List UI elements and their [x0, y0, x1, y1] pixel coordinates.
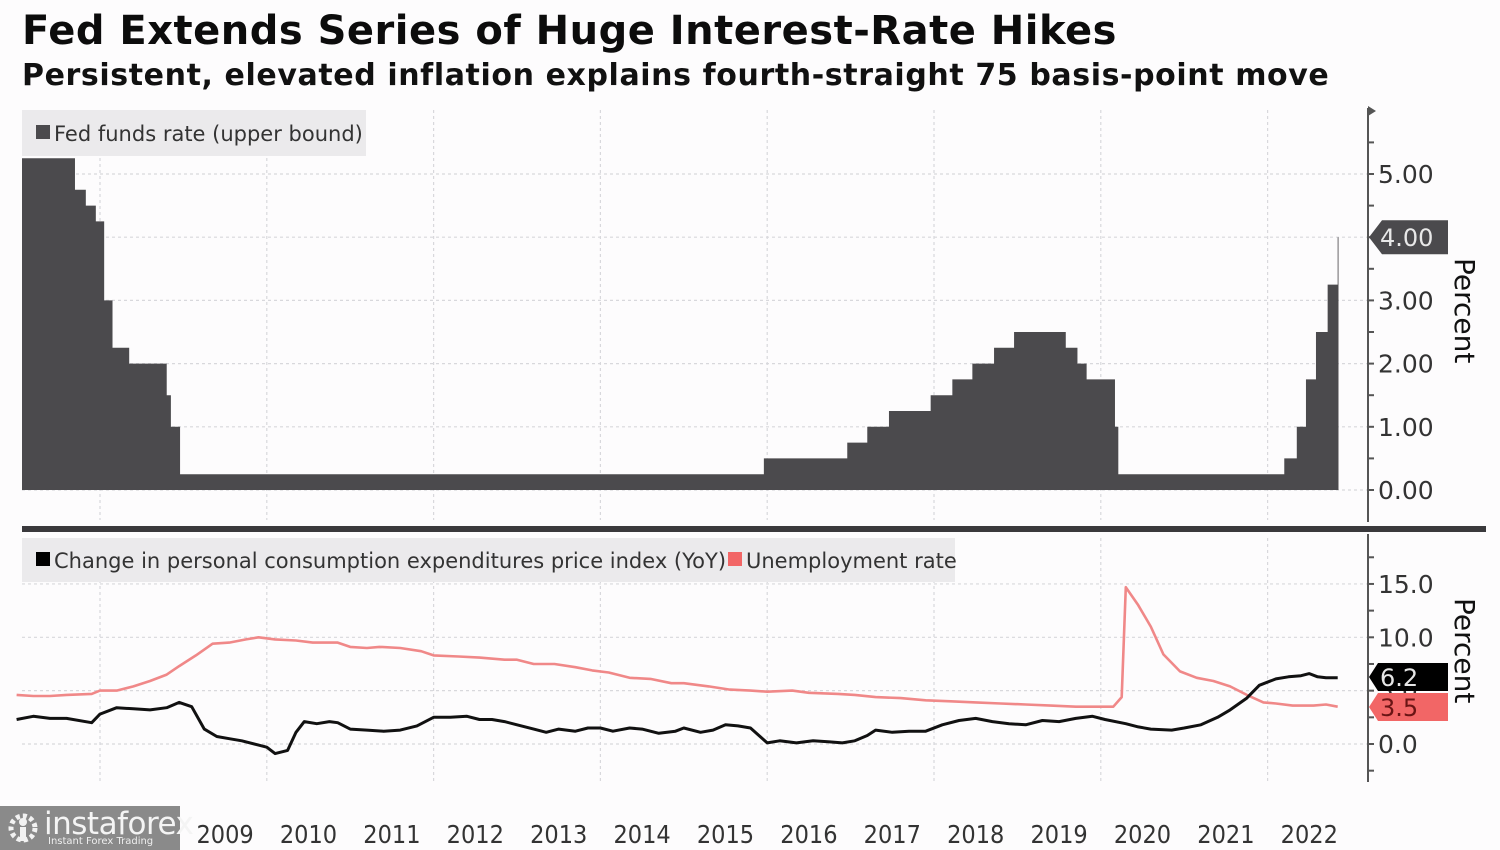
- unemployment-tag-shape: [1369, 693, 1448, 721]
- legend-label-pce: Change in personal consumption expenditu…: [54, 549, 726, 573]
- instaforex-logo: instaforex Instant Forex Trading: [0, 806, 194, 850]
- top-panel-grid: [22, 110, 1368, 520]
- x-tick-label: 2019: [1030, 820, 1087, 849]
- top-y-tick-label: 3.00: [1378, 286, 1434, 315]
- x-tick-label: 2013: [530, 820, 587, 849]
- fed-funds-area: [22, 158, 1339, 490]
- unemployment-line: [16, 585, 1338, 708]
- top-y-tick-label: 2.00: [1378, 350, 1434, 379]
- bottom-y-tick-label: 0.0: [1378, 730, 1418, 759]
- bottom-legend-box: [22, 538, 955, 582]
- legend-label-unemployment: Unemployment rate: [746, 549, 957, 573]
- top-y-axis: 0.00 1.00 2.00 3.00 4.00 5.00: [1367, 106, 1434, 522]
- fed-tag-shape: [1369, 220, 1448, 255]
- bottom-y-axis-title: Percent: [1448, 598, 1481, 703]
- legend-swatch-unemployment: [728, 552, 742, 566]
- x-tick-label: 2020: [1114, 820, 1171, 849]
- unemployment-last-value-tag: 3.5: [1369, 693, 1448, 722]
- unemployment-tag-value: 3.5: [1380, 694, 1418, 722]
- x-tick-label: 2014: [613, 820, 670, 849]
- x-tick-label: 2017: [864, 820, 921, 849]
- x-axis-labels: 2009 2010 2011 2012 2013 2014 2015 2016 2017 2018…: [196, 820, 1337, 849]
- x-tick-label: 2015: [697, 820, 754, 849]
- fed-tag-value: 4.00: [1380, 224, 1433, 252]
- panel-divider: [22, 526, 1486, 532]
- gear-person-icon: [8, 813, 38, 843]
- pce-tag-shape: [1369, 663, 1448, 691]
- legend-swatch-pce: [36, 552, 50, 566]
- top-y-tick-label: 1.00: [1378, 413, 1434, 442]
- legend-swatch-fed: [36, 125, 50, 139]
- top-legend-box: [22, 110, 366, 156]
- axis-arrow-icon: [1368, 106, 1376, 116]
- bottom-panel-grid: [22, 538, 1368, 782]
- bottom-y-tick-label: 10.0: [1378, 623, 1434, 652]
- fed-last-value-tag: 4.00: [1369, 220, 1448, 255]
- x-tick-label: 2022: [1281, 820, 1338, 849]
- x-tick-label: 2021: [1197, 820, 1254, 849]
- pce-last-value-tag: 6.2: [1369, 663, 1448, 692]
- pce-tag-value: 6.2: [1380, 664, 1418, 692]
- chart-title: Fed Extends Series of Huge Interest-Rate…: [22, 8, 1117, 54]
- pce-line: [16, 672, 1338, 756]
- x-tick-label: 2018: [947, 820, 1004, 849]
- x-tick-label: 2012: [447, 820, 504, 849]
- bottom-y-axis: 0.05.010.015.0: [1367, 534, 1434, 782]
- legend-label-fed: Fed funds rate (upper bound): [54, 122, 363, 146]
- top-y-tick-label: 5.00: [1378, 160, 1434, 189]
- chart-subtitle: Persistent, elevated inflation explains …: [22, 58, 1330, 93]
- bottom-y-tick-label: 15.0: [1378, 570, 1434, 599]
- x-tick-label: 2011: [363, 820, 420, 849]
- logo-name: instaforex: [44, 806, 194, 842]
- logo-tagline: Instant Forex Trading: [48, 836, 154, 847]
- x-tick-label: 2009: [196, 820, 253, 849]
- x-tick-label: 2010: [280, 820, 337, 849]
- top-y-tick-label: 0.00: [1378, 476, 1434, 505]
- x-tick-label: 2016: [780, 820, 837, 849]
- top-y-axis-title: Percent: [1448, 258, 1481, 363]
